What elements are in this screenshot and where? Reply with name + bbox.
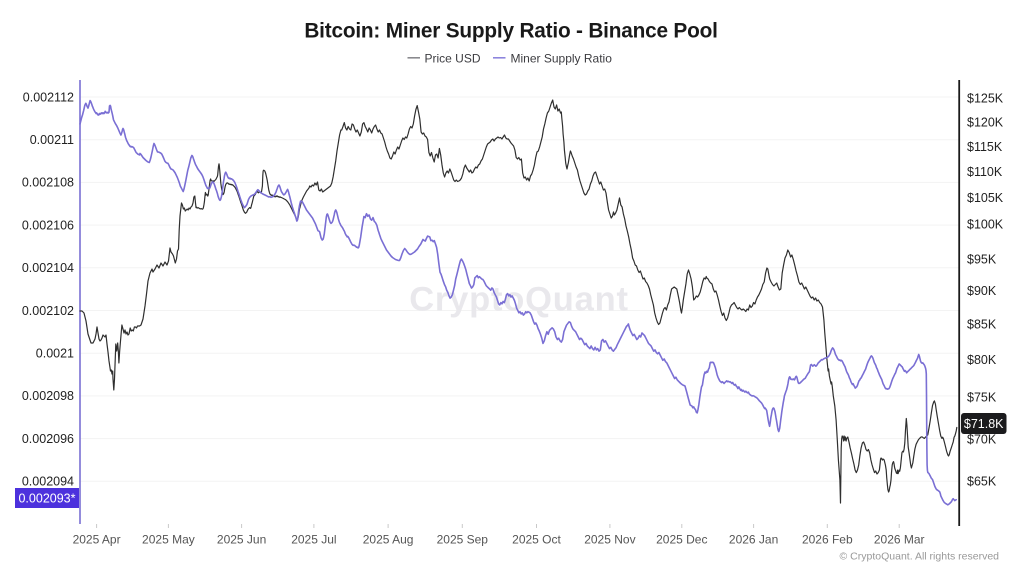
svg-text:0.002098: 0.002098 — [22, 389, 74, 403]
svg-text:2025 Aug: 2025 Aug — [363, 533, 414, 547]
svg-text:2025 Jul: 2025 Jul — [291, 533, 336, 547]
svg-text:0.002096: 0.002096 — [22, 432, 74, 446]
svg-text:0.00211: 0.00211 — [30, 133, 74, 147]
svg-text:0.002104: 0.002104 — [22, 261, 74, 275]
svg-text:2026 Feb: 2026 Feb — [802, 533, 853, 547]
svg-text:2025 Apr: 2025 Apr — [73, 533, 121, 547]
svg-text:$95K: $95K — [967, 252, 997, 266]
svg-text:© CryptoQuant. All rights rese: © CryptoQuant. All rights reserved — [840, 551, 1000, 563]
svg-text:$65K: $65K — [967, 474, 997, 488]
svg-text:0.0021: 0.0021 — [36, 347, 74, 361]
svg-text:2026 Mar: 2026 Mar — [874, 533, 925, 547]
svg-text:Bitcoin: Miner Supply Ratio -: Bitcoin: Miner Supply Ratio - Binance Po… — [304, 20, 717, 43]
svg-text:2025 Jun: 2025 Jun — [217, 533, 266, 547]
svg-text:2025 May: 2025 May — [142, 533, 195, 547]
svg-text:0.002112: 0.002112 — [23, 90, 74, 104]
svg-text:2026 Jan: 2026 Jan — [729, 533, 778, 547]
svg-text:2025 Dec: 2025 Dec — [656, 533, 707, 547]
svg-text:0.002102: 0.002102 — [22, 304, 74, 318]
svg-text:Miner Supply Ratio: Miner Supply Ratio — [511, 51, 613, 65]
svg-text:$75K: $75K — [967, 391, 997, 405]
svg-text:Price USD: Price USD — [425, 51, 481, 65]
svg-text:$120K: $120K — [967, 116, 1004, 130]
svg-text:2025 Nov: 2025 Nov — [584, 533, 635, 547]
svg-text:$80K: $80K — [967, 353, 997, 367]
svg-text:2025 Oct: 2025 Oct — [512, 533, 561, 547]
svg-text:$85K: $85K — [967, 317, 997, 331]
svg-text:0.002094: 0.002094 — [22, 475, 74, 489]
svg-text:$105K: $105K — [967, 191, 1004, 205]
svg-text:$115K: $115K — [967, 140, 1003, 154]
svg-text:$125K: $125K — [967, 92, 1004, 106]
svg-text:0.002093*: 0.002093* — [18, 492, 75, 506]
svg-text:$110K: $110K — [967, 165, 1003, 179]
svg-text:2025 Sep: 2025 Sep — [437, 533, 489, 547]
svg-text:$71.8K: $71.8K — [964, 417, 1004, 431]
svg-text:0.002106: 0.002106 — [22, 218, 74, 232]
svg-text:$70K: $70K — [967, 432, 997, 446]
svg-text:0.002108: 0.002108 — [22, 176, 74, 190]
svg-text:$90K: $90K — [967, 284, 997, 298]
svg-text:$100K: $100K — [967, 217, 1004, 231]
